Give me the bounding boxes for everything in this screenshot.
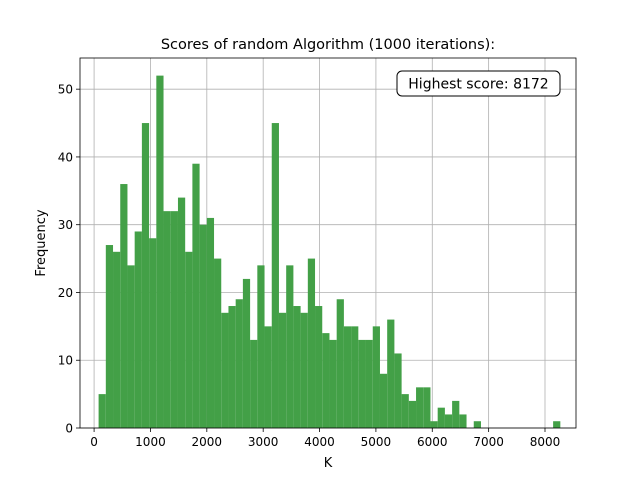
histogram-bar (387, 319, 395, 428)
annotation-text: Highest score: 8172 (408, 77, 548, 93)
x-tick-label: 1000 (135, 435, 166, 449)
histogram-bar (365, 339, 373, 428)
histogram-bar (134, 231, 142, 428)
histogram-bar (149, 238, 157, 428)
histogram-bar (156, 75, 164, 428)
histogram-bar (271, 123, 279, 429)
histogram-bar (553, 421, 561, 428)
histogram-bar (113, 251, 121, 428)
plot-frame (79, 57, 577, 429)
chart-title: Scores of random Algorithm (1000 iterati… (161, 37, 495, 53)
histogram-bar (473, 421, 481, 428)
histogram-bar (293, 306, 301, 428)
histogram-bar (343, 326, 352, 428)
histogram-bar (199, 224, 207, 428)
x-tick-label: 0 (90, 435, 98, 449)
histogram-bar (264, 326, 272, 428)
histogram-bar (228, 306, 236, 428)
histogram-bar (329, 339, 337, 428)
histogram-bar (322, 333, 330, 428)
histogram-bar (206, 217, 215, 428)
histogram-bar (221, 312, 229, 428)
histogram-bar (98, 394, 106, 428)
histogram-bar (177, 197, 186, 428)
histogram-bar (358, 339, 366, 428)
x-tick-label: 6000 (417, 435, 448, 449)
histogram-bar (120, 184, 128, 428)
histogram-bar (127, 265, 135, 428)
histogram-bar (336, 299, 344, 428)
histogram-bar (242, 278, 251, 428)
histogram-bar (351, 326, 359, 428)
histogram-bar (307, 258, 316, 428)
histogram-bar (430, 421, 438, 428)
histogram-bar (192, 163, 200, 428)
histogram-bar (286, 265, 294, 428)
histogram-bar (401, 394, 409, 428)
x-tick-label: 2000 (192, 435, 223, 449)
histogram-bar (423, 387, 431, 428)
histogram-bar (394, 353, 402, 428)
histogram-bar (214, 258, 222, 428)
histogram-bar (459, 414, 467, 428)
y-tick-label: 40 (58, 150, 73, 164)
y-tick-label: 30 (58, 218, 73, 232)
histogram-bar (444, 414, 453, 428)
y-tick-label: 10 (58, 354, 73, 368)
histogram-bar (437, 407, 445, 428)
x-tick-label: 4000 (304, 435, 335, 449)
y-tick-label: 20 (58, 286, 73, 300)
histogram-bar (452, 400, 460, 428)
histogram-bar (315, 306, 323, 428)
histogram-bar (379, 373, 388, 428)
histogram-bar (408, 400, 417, 428)
x-tick-label: 8000 (530, 435, 561, 449)
x-axis-label: K (324, 456, 333, 471)
annotation-box (396, 70, 561, 97)
x-tick-label: 3000 (248, 435, 279, 449)
axes: 0 1000 2000 3000 4000 5000 6000 7000 8000 0 10 20 30… (58, 83, 561, 449)
y-axis-label: Frequency (34, 209, 49, 276)
histogram-bars (98, 75, 561, 429)
histogram-bar (235, 299, 243, 428)
histogram-bar (278, 312, 287, 428)
histogram-bar (416, 387, 424, 428)
histogram-bar (105, 245, 114, 428)
histogram-bar (250, 339, 258, 428)
histogram-bar (185, 251, 193, 428)
histogram-bar (372, 326, 380, 428)
histogram-bar (300, 312, 308, 428)
histogram-bar (163, 211, 171, 428)
y-tick-label: 0 (65, 422, 73, 436)
x-tick-label: 7000 (473, 435, 504, 449)
x-tick-label: 5000 (361, 435, 392, 449)
histogram-bar (257, 265, 265, 428)
highest-score-annotation: Highest score: 8172 (396, 70, 561, 97)
histogram-bar (141, 123, 150, 429)
histogram-bar (170, 211, 178, 428)
y-tick-label: 50 (58, 83, 73, 97)
